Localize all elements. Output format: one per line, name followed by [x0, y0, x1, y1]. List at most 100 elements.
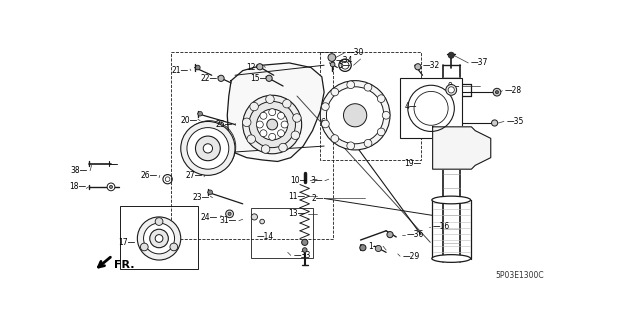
- Circle shape: [378, 128, 385, 136]
- Text: 23—: 23—: [193, 193, 210, 202]
- Circle shape: [331, 135, 339, 142]
- Text: 38—: 38—: [70, 166, 88, 175]
- Circle shape: [155, 235, 163, 242]
- Circle shape: [278, 112, 284, 119]
- Text: 9—: 9—: [447, 82, 460, 91]
- Circle shape: [155, 218, 163, 226]
- Circle shape: [260, 112, 267, 119]
- Circle shape: [347, 142, 355, 150]
- Circle shape: [195, 136, 220, 161]
- Ellipse shape: [432, 196, 470, 204]
- Ellipse shape: [432, 255, 470, 262]
- Circle shape: [180, 122, 235, 175]
- Circle shape: [269, 109, 276, 116]
- Text: —29: —29: [403, 252, 420, 261]
- Circle shape: [266, 95, 274, 103]
- Text: 20—: 20—: [180, 116, 198, 125]
- Text: —16: —16: [433, 222, 450, 231]
- Circle shape: [387, 232, 393, 238]
- Circle shape: [243, 95, 301, 154]
- Text: 31—: 31—: [220, 216, 237, 225]
- Circle shape: [143, 223, 175, 254]
- Text: —28: —28: [505, 86, 522, 95]
- Text: 24—: 24—: [201, 213, 218, 222]
- Circle shape: [195, 65, 200, 70]
- Circle shape: [279, 143, 287, 152]
- Text: 19—: 19—: [404, 159, 421, 168]
- Bar: [320, 52, 421, 160]
- Circle shape: [198, 111, 202, 116]
- Circle shape: [378, 95, 385, 102]
- Circle shape: [109, 185, 113, 189]
- Circle shape: [266, 75, 272, 81]
- Circle shape: [256, 121, 263, 128]
- Text: 25—: 25—: [216, 120, 233, 129]
- Text: 5—: 5—: [339, 61, 351, 70]
- Circle shape: [204, 144, 212, 153]
- Circle shape: [448, 52, 454, 58]
- Circle shape: [283, 100, 291, 108]
- Circle shape: [228, 212, 231, 215]
- Circle shape: [150, 229, 168, 248]
- Circle shape: [260, 219, 264, 224]
- Text: —32: —32: [422, 61, 440, 70]
- Bar: [120, 206, 198, 269]
- Circle shape: [415, 64, 421, 70]
- Bar: [400, 78, 462, 138]
- Circle shape: [257, 64, 263, 70]
- Circle shape: [170, 243, 178, 251]
- Text: 22—: 22—: [201, 74, 218, 83]
- Circle shape: [269, 133, 276, 140]
- Text: 10—: 10—: [291, 176, 308, 185]
- Circle shape: [278, 130, 284, 137]
- Circle shape: [257, 109, 288, 140]
- Circle shape: [375, 245, 381, 252]
- Circle shape: [243, 118, 251, 127]
- Text: —37: —37: [470, 58, 488, 67]
- Circle shape: [247, 135, 255, 143]
- Text: 12—: 12—: [246, 63, 263, 72]
- Circle shape: [320, 81, 390, 150]
- Text: FR.: FR.: [114, 260, 134, 270]
- Circle shape: [321, 103, 329, 110]
- Circle shape: [107, 183, 115, 191]
- Text: 4—: 4—: [404, 101, 417, 111]
- Text: —34: —34: [336, 56, 353, 65]
- Text: 3—: 3—: [310, 176, 323, 185]
- Circle shape: [364, 83, 372, 91]
- Circle shape: [303, 248, 307, 252]
- Circle shape: [448, 87, 454, 93]
- Circle shape: [218, 75, 224, 81]
- Circle shape: [291, 131, 300, 139]
- Text: 15—: 15—: [250, 74, 268, 83]
- Text: 18—: 18—: [69, 182, 86, 191]
- Text: 6—: 6—: [321, 118, 333, 128]
- Circle shape: [330, 62, 335, 67]
- Text: —35: —35: [506, 117, 524, 126]
- Text: —33: —33: [293, 251, 310, 260]
- Text: —30: —30: [347, 48, 364, 57]
- Circle shape: [321, 120, 329, 128]
- Circle shape: [281, 121, 288, 128]
- Text: 2—: 2—: [312, 194, 324, 203]
- Text: —8: —8: [200, 159, 212, 167]
- Circle shape: [267, 119, 278, 130]
- Circle shape: [328, 54, 336, 61]
- Circle shape: [250, 102, 259, 111]
- Bar: [250, 208, 312, 258]
- Circle shape: [252, 214, 257, 220]
- Circle shape: [261, 145, 270, 153]
- Circle shape: [347, 81, 355, 89]
- Polygon shape: [433, 127, 491, 169]
- Text: 17—: 17—: [118, 238, 136, 247]
- Polygon shape: [227, 63, 324, 161]
- Circle shape: [226, 210, 234, 218]
- Circle shape: [292, 114, 301, 122]
- Text: 1—: 1—: [369, 242, 381, 251]
- Text: 27—: 27—: [185, 171, 202, 180]
- Text: 5P03E1300C: 5P03E1300C: [495, 271, 544, 280]
- Circle shape: [208, 190, 212, 195]
- Text: 21—: 21—: [172, 66, 189, 75]
- Text: —36: —36: [407, 230, 424, 239]
- Circle shape: [260, 130, 267, 137]
